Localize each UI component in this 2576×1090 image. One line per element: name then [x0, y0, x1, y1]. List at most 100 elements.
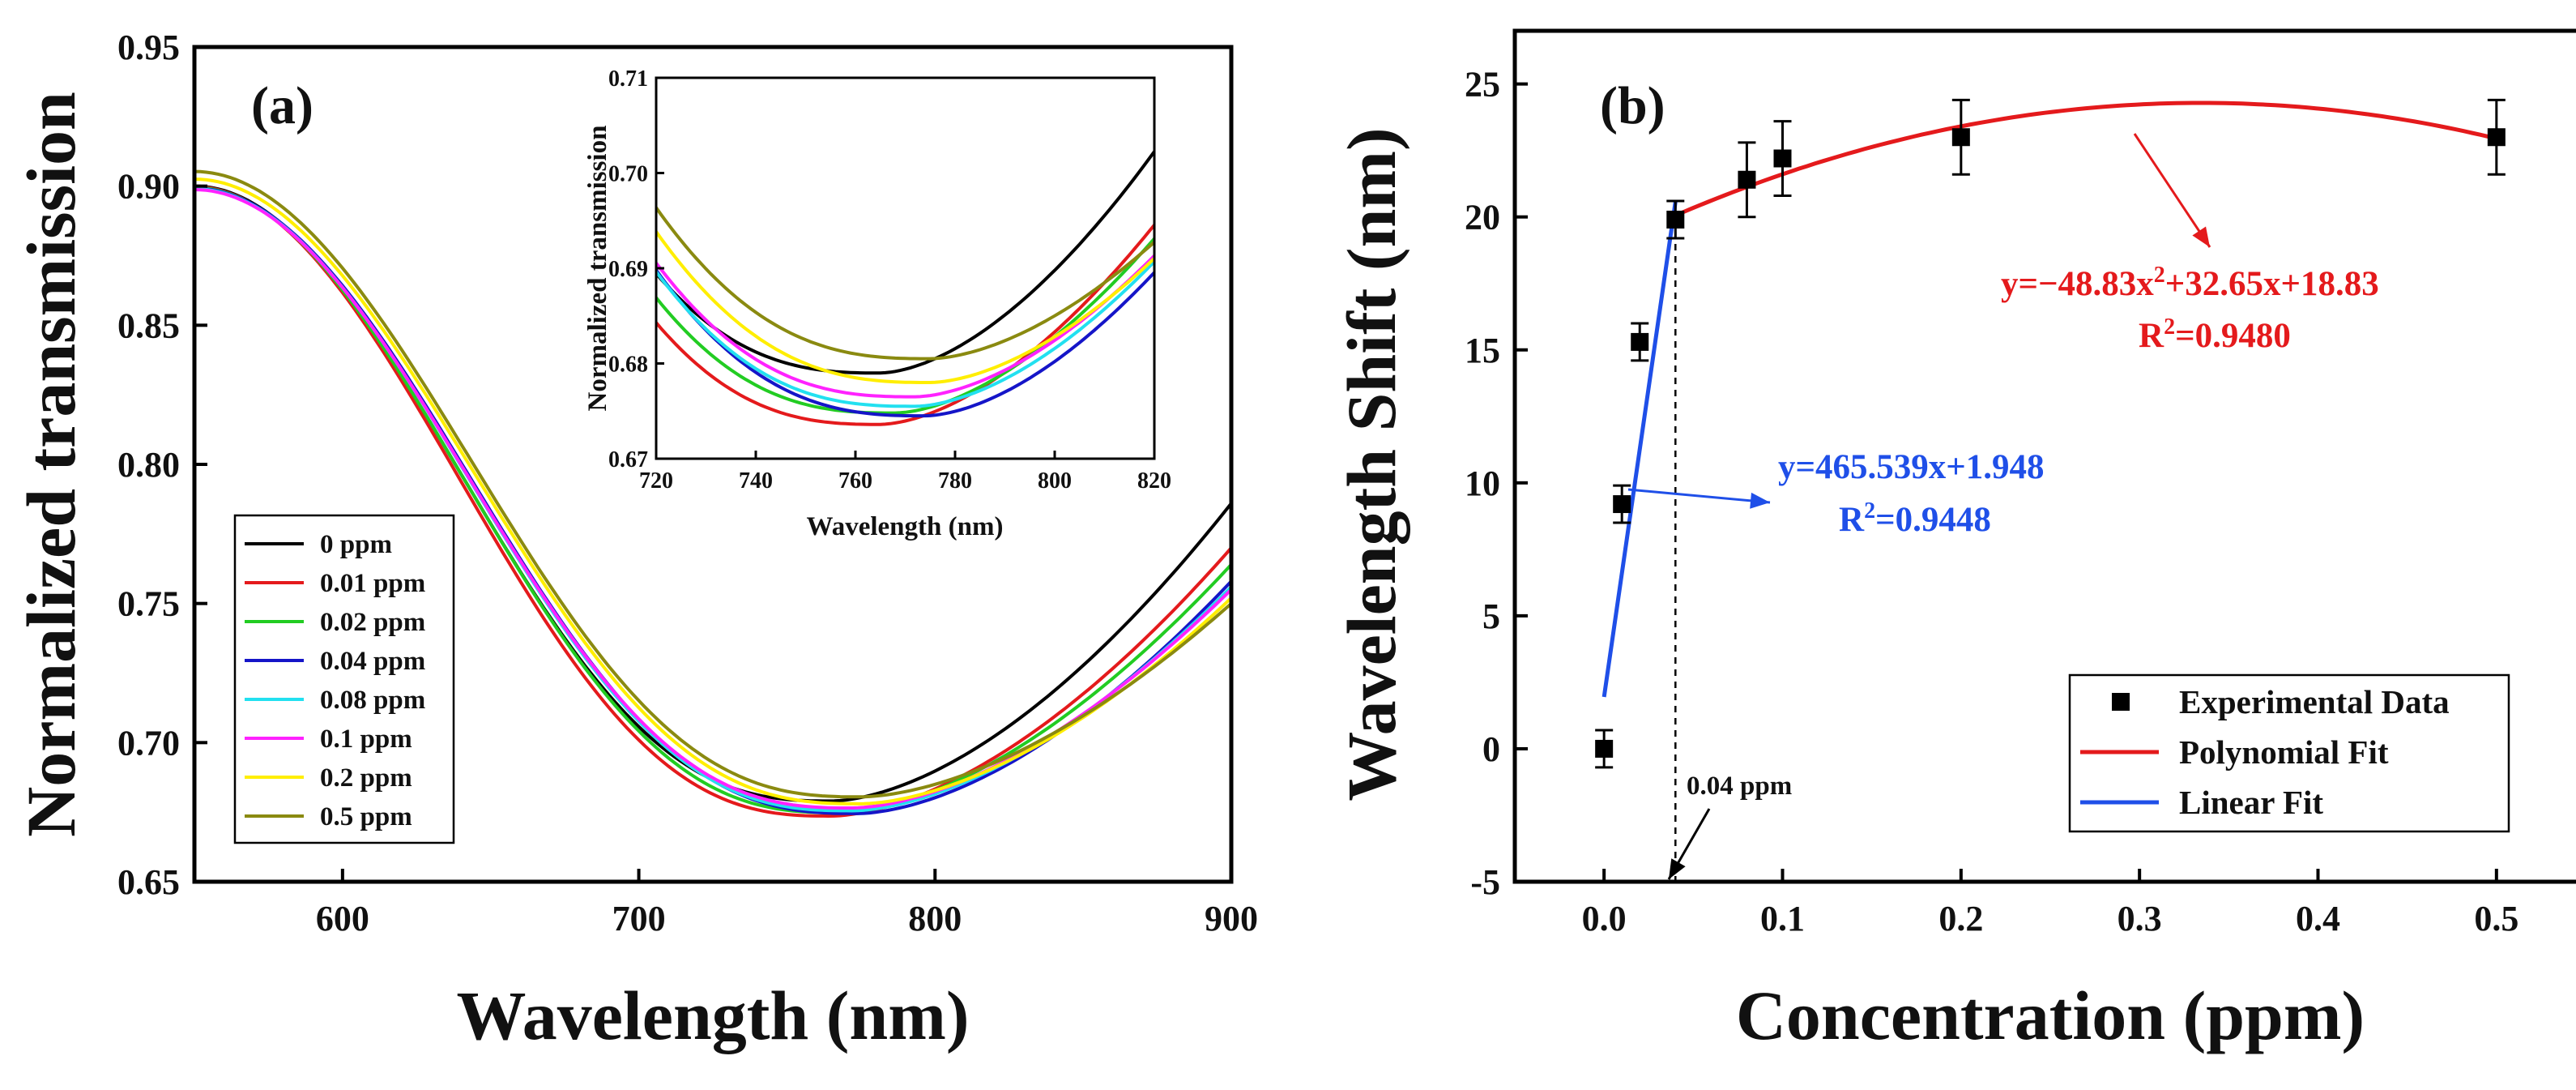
inset-ytick-label: 0.68 [608, 353, 648, 378]
b-xtick-label: 0.0 [1582, 899, 1627, 938]
legend-label: 0.04 ppm [320, 647, 425, 676]
polynomial-fit-curve [1674, 100, 2497, 218]
inset-xtick-label: 760 [838, 468, 872, 494]
inset-curve-0-08-ppm [655, 260, 1156, 408]
inset-ylabel: Normalized transmission [583, 126, 612, 412]
linear-annotation-arrow [1627, 488, 1771, 504]
data-point [1631, 322, 1649, 362]
linear-annotation-arrow-head [1750, 492, 1770, 509]
panel-b-legend: Experimental Data Polynomial Fit Linear Fi… [2068, 673, 2510, 833]
legend-marker [2112, 693, 2130, 711]
inset-xlabel: Wavelength (nm) [807, 512, 1004, 541]
legend-label: 0.2 ppm [320, 763, 412, 793]
b-ytick-label: 20 [1465, 198, 1500, 237]
legend-label: Polynomial Fit [2179, 733, 2389, 771]
inset-curve-0-ppm [655, 150, 1156, 375]
a-ytick-label: 0.80 [117, 445, 180, 485]
data-point [1666, 199, 1685, 240]
b-xtick-label: 0.4 [2296, 899, 2340, 938]
linear-equation: y=465.539x+1.948 [1778, 448, 2045, 486]
legend-label: Linear Fit [2179, 784, 2323, 821]
b-ytick-label: 10 [1465, 464, 1500, 503]
b-xtick-label: 0.2 [1938, 899, 1983, 938]
inset-curve-0-01-ppm [655, 224, 1156, 426]
inset-curve-0-2-ppm [655, 230, 1156, 384]
panel-a-ticks: 600 700 800 900 0.65 0.70 0.75 0.80 0.85 0.90 0.95 [117, 28, 1258, 938]
a-ytick-label: 0.95 [117, 28, 180, 67]
panel-b-label: (b) [1600, 76, 1665, 135]
experimental-points [1595, 98, 2506, 769]
threshold-label: 0.04 ppm [1687, 772, 1792, 801]
legend-label: 0 ppm [320, 530, 392, 559]
poly-annotation-arrow [2133, 133, 2211, 248]
a-ytick-label: 0.70 [117, 723, 180, 763]
inset-plot: 720 740 760 780 800 820 0.67 0.68 0.69 0.70 0.71 W… [583, 66, 1171, 541]
inset-xtick-label: 820 [1137, 468, 1171, 494]
data-point [1951, 98, 1970, 176]
transmission-curves [194, 169, 1233, 819]
inset-xtick-label: 740 [739, 468, 773, 494]
panel-a: 600 700 800 900 0.65 0.70 0.75 0.80 0.85 0.90 0.95… [12, 28, 1258, 1054]
panel-a-legend: 0 ppm 0.01 ppm 0.02 ppm 0.04 ppm 0.08 ppm 0.1… [233, 514, 455, 844]
b-ytick-label: 0 [1482, 729, 1500, 769]
inset-ytick-label: 0.71 [608, 66, 648, 92]
panel-a-xlabel: Wavelength (nm) [456, 977, 969, 1054]
legend-label: 0.1 ppm [320, 725, 412, 754]
a-ytick-label: 0.90 [117, 167, 180, 207]
curve-0-2-ppm [194, 177, 1233, 806]
b-xtick-label: 0.3 [2118, 899, 2162, 938]
inset-ytick-label: 0.69 [608, 257, 648, 282]
fit-lines [1601, 100, 2497, 882]
panel-b-xlabel: Concentration (ppm) [1736, 977, 2365, 1054]
panel-b-ticks: 0.0 0.1 0.2 0.3 0.4 0.5 -5 0 5 10 15 20 25 [1465, 65, 2518, 938]
inset-xtick-label: 800 [1038, 468, 1072, 494]
panel-a-label: (a) [251, 76, 313, 135]
curve-0-01-ppm [194, 185, 1233, 819]
a-ytick-label: 0.65 [117, 862, 180, 902]
b-ytick-label: 25 [1465, 65, 1500, 105]
legend-label: 0.08 ppm [320, 686, 425, 715]
data-point [1595, 729, 1614, 769]
a-xtick-label: 600 [316, 899, 369, 938]
b-ytick-label: 5 [1482, 596, 1500, 636]
panel-b: 0.0 0.1 0.2 0.3 0.4 0.5 -5 0 5 10 15 20 25 (b) Conce… [1333, 28, 2576, 1054]
data-point [1613, 484, 1631, 524]
inset-curve-0-5-ppm [655, 207, 1156, 361]
inset-curve-0-1-ppm [655, 254, 1156, 399]
b-xtick-label: 0.1 [1760, 899, 1805, 938]
b-ytick-label: 15 [1465, 331, 1500, 370]
inset-ytick-label: 0.67 [608, 447, 648, 472]
legend-label: 0.5 ppm [320, 802, 412, 831]
linear-fit-line [1601, 201, 1678, 698]
inset-xtick-label: 780 [938, 468, 972, 494]
curve-0-02-ppm [194, 186, 1233, 814]
legend-label: 0.01 ppm [320, 569, 425, 598]
data-point [1738, 141, 1756, 219]
panel-a-ylabel: Normalized transmission [12, 92, 90, 837]
a-ytick-label: 0.75 [117, 584, 180, 624]
inset-xtick-label: 720 [639, 468, 673, 494]
a-xtick-label: 800 [908, 899, 962, 938]
inset-ytick-label: 0.70 [608, 162, 648, 187]
linear-r2: R2=0.9448 [1839, 498, 1991, 539]
a-xtick-label: 900 [1205, 899, 1258, 938]
inset-curves [655, 150, 1156, 426]
legend-label: 0.02 ppm [320, 608, 425, 637]
panel-b-ylabel: Wavelength Shift (nm) [1333, 127, 1410, 801]
inset-curve-0-02-ppm [655, 237, 1156, 415]
inset-ticks: 720 740 760 780 800 820 0.67 0.68 0.69 0.70 0.71 [608, 66, 1171, 494]
b-ytick-label: -5 [1470, 862, 1500, 902]
poly-equation: y=−48.83x2+32.65x+18.83 [2001, 263, 2379, 303]
data-point [2487, 98, 2506, 176]
a-xtick-label: 700 [612, 899, 666, 938]
panel-b-frame [1512, 28, 2576, 884]
poly-annotation-arrow-head [2192, 226, 2210, 247]
curve-0-5-ppm [194, 169, 1233, 799]
inset-curve-0-04-ppm [655, 269, 1156, 418]
legend-label: Experimental Data [2179, 683, 2450, 720]
data-point [1773, 120, 1792, 197]
panel-b-annotations: y=−48.83x2+32.65x+18.83 R2=0.9480 y=465.… [1687, 263, 2379, 801]
threshold-arrow-head [1669, 858, 1686, 879]
b-xtick-label: 0.5 [2474, 899, 2518, 938]
